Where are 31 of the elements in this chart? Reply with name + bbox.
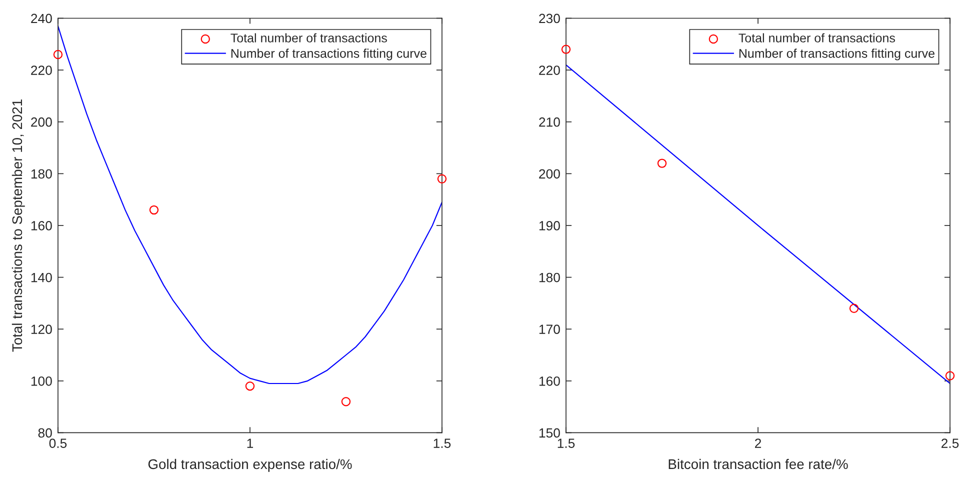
x-tick-label: 1.5 bbox=[558, 438, 575, 448]
x-axis-title: Bitcoin transaction fee rate/% bbox=[668, 458, 848, 470]
legend-label: Total number of transactions bbox=[738, 33, 895, 42]
y-tick-label: 220 bbox=[31, 66, 52, 75]
x-tick-label: 1 bbox=[247, 438, 254, 448]
legend-label: Number of transactions fitting curve bbox=[739, 48, 934, 60]
y-tick-label: 230 bbox=[539, 14, 560, 24]
y-tick-label: 120 bbox=[31, 324, 52, 334]
x-tick-label: 2 bbox=[755, 438, 762, 448]
y-tick-label: 220 bbox=[539, 66, 560, 75]
y-tick-label: 160 bbox=[31, 221, 52, 230]
x-tick-label: 0.5 bbox=[49, 438, 67, 448]
y-tick-label: 200 bbox=[31, 117, 52, 127]
y-tick-label: 100 bbox=[31, 376, 52, 386]
x-tick-label: 2.5 bbox=[942, 438, 959, 448]
y-axis-title: Total transactions to September 10, 2021 bbox=[12, 100, 25, 352]
legend-label: Number of transactions fitting curve bbox=[231, 48, 426, 60]
y-tick-label: 150 bbox=[539, 428, 560, 438]
y-tick-label: 160 bbox=[539, 376, 560, 386]
legend-label: Total number of transactions bbox=[230, 33, 387, 42]
y-tick-label: 180 bbox=[539, 272, 560, 282]
y-tick-label: 210 bbox=[539, 117, 560, 127]
x-tick-label: 1.5 bbox=[434, 438, 451, 448]
y-tick-label: 170 bbox=[539, 324, 560, 334]
y-tick-label: 240 bbox=[31, 14, 52, 24]
y-tick-label: 200 bbox=[539, 169, 560, 179]
x-axis-title: Gold transaction expense ratio/% bbox=[148, 458, 352, 472]
y-tick-label: 190 bbox=[539, 221, 560, 230]
y-tick-label: 140 bbox=[31, 272, 52, 282]
y-tick-label: 180 bbox=[31, 169, 52, 179]
y-tick-label: 80 bbox=[38, 428, 52, 438]
